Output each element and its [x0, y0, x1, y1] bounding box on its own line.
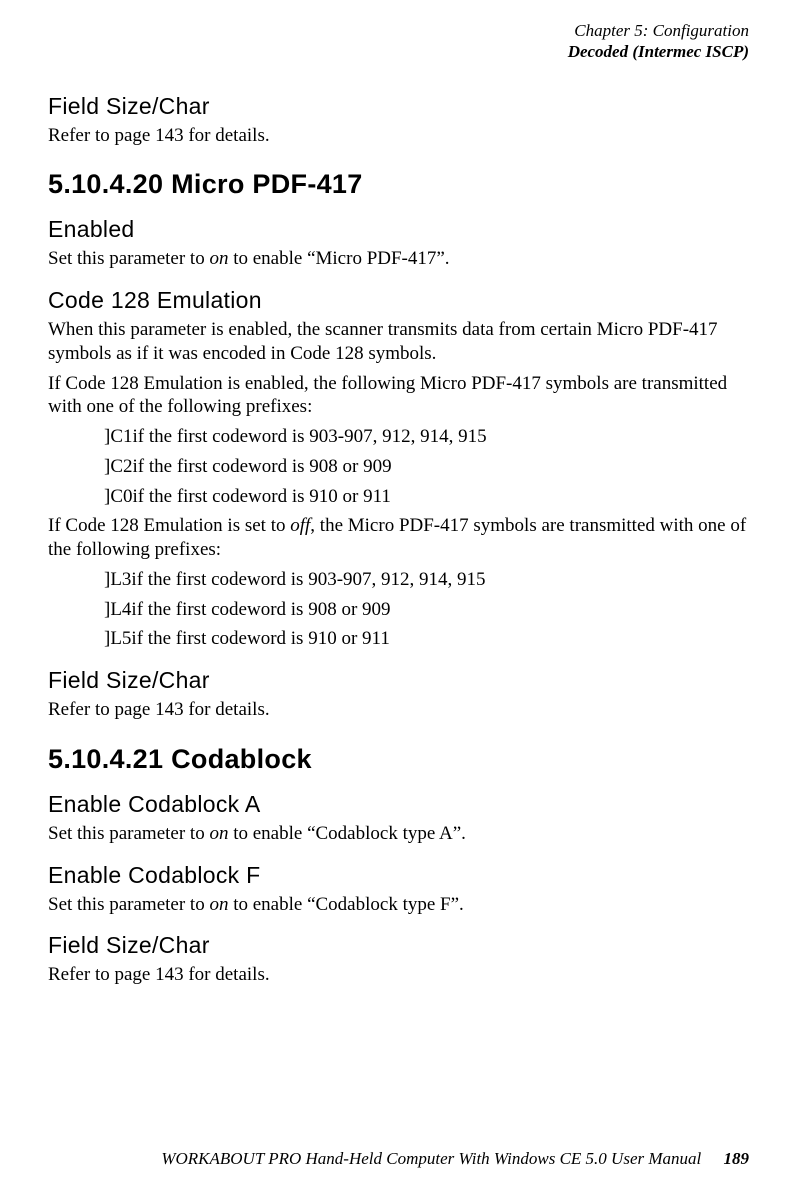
running-footer: WORKABOUT PRO Hand-Held Computer With Wi…: [161, 1149, 749, 1169]
text-codablock-a-post: to enable “Codablock type A”.: [228, 823, 465, 844]
body-code128-p1: When this parameter is enabled, the scan…: [48, 318, 749, 366]
body-codablock-f: Set this parameter to on to enable “Coda…: [48, 893, 749, 917]
heading-code-128-emulation: Code 128 Emulation: [48, 287, 749, 314]
text-enabled-post: to enable “Micro PDF-417”.: [228, 248, 449, 269]
text-codablock-f-em: on: [209, 894, 228, 915]
heading-enabled: Enabled: [48, 216, 749, 243]
text-code128-p3-pre: If Code 128 Emulation is set to: [48, 515, 290, 536]
text-enabled-em: on: [209, 248, 228, 269]
heading-enable-codablock-a: Enable Codablock A: [48, 791, 749, 818]
running-header: Chapter 5: Configuration Decoded (Interm…: [48, 20, 749, 63]
prefix-off-2: ]L5if the first codeword is 910 or 911: [104, 627, 749, 651]
body-field-size-char-1: Refer to page 143 for details.: [48, 124, 749, 148]
text-codablock-f-post: to enable “Codablock type F”.: [228, 894, 463, 915]
text-code128-p3-em: off: [290, 515, 310, 536]
heading-field-size-char-1: Field Size/Char: [48, 93, 749, 120]
heading-field-size-char-2: Field Size/Char: [48, 667, 749, 694]
prefix-on-0: ]C1if the first codeword is 903-907, 912…: [104, 425, 749, 449]
footer-page-number: 189: [724, 1149, 750, 1168]
text-codablock-a-em: on: [209, 823, 228, 844]
body-code128-p3: If Code 128 Emulation is set to off, the…: [48, 514, 749, 562]
prefix-off-0: ]L3if the first codeword is 903-907, 912…: [104, 568, 749, 592]
text-codablock-a-pre: Set this parameter to: [48, 823, 209, 844]
body-enabled: Set this parameter to on to enable “Micr…: [48, 247, 749, 271]
prefix-on-1: ]C2if the first codeword is 908 or 909: [104, 455, 749, 479]
body-codablock-a: Set this parameter to on to enable “Coda…: [48, 822, 749, 846]
text-enabled-pre: Set this parameter to: [48, 248, 209, 269]
body-code128-p2: If Code 128 Emulation is enabled, the fo…: [48, 372, 749, 420]
page: Chapter 5: Configuration Decoded (Interm…: [0, 0, 797, 1197]
heading-micro-pdf-417: 5.10.4.20 Micro PDF-417: [48, 169, 749, 200]
body-field-size-char-3: Refer to page 143 for details.: [48, 963, 749, 987]
prefix-off-1: ]L4if the first codeword is 908 or 909: [104, 598, 749, 622]
text-codablock-f-pre: Set this parameter to: [48, 894, 209, 915]
header-section: Decoded (Intermec ISCP): [48, 41, 749, 62]
heading-field-size-char-3: Field Size/Char: [48, 932, 749, 959]
header-chapter: Chapter 5: Configuration: [48, 20, 749, 41]
body-field-size-char-2: Refer to page 143 for details.: [48, 698, 749, 722]
heading-codablock: 5.10.4.21 Codablock: [48, 744, 749, 775]
footer-text: WORKABOUT PRO Hand-Held Computer With Wi…: [161, 1149, 701, 1168]
heading-enable-codablock-f: Enable Codablock F: [48, 862, 749, 889]
prefix-on-2: ]C0if the first codeword is 910 or 911: [104, 485, 749, 509]
